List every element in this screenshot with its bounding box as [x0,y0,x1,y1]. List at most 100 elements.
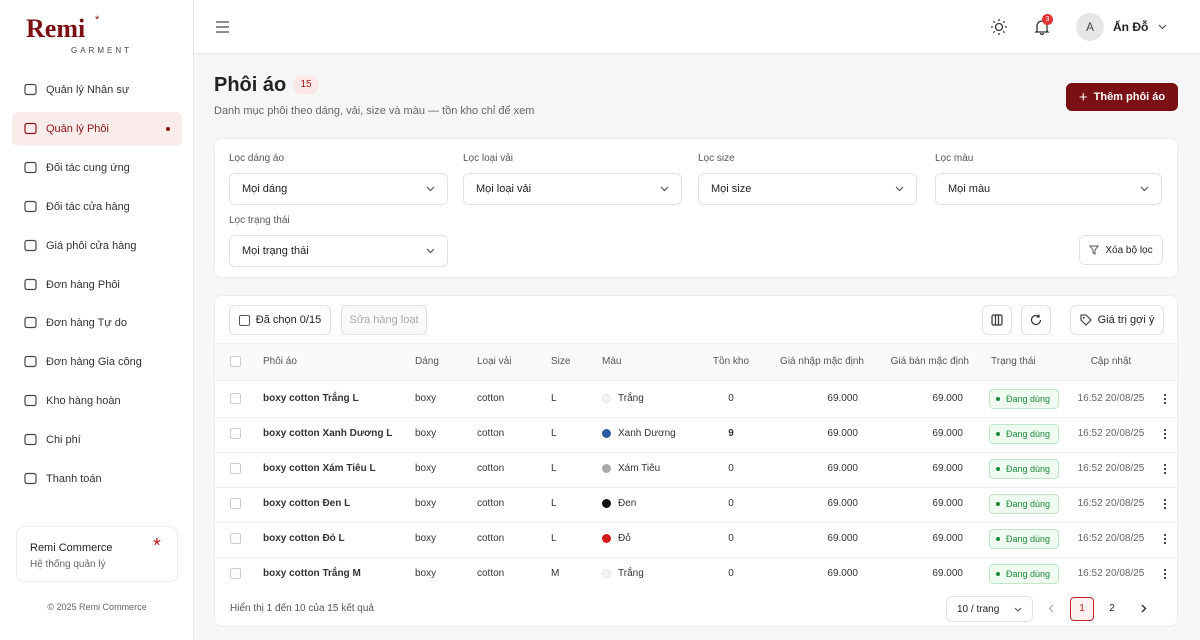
filter-value: Mọi màu [948,183,991,195]
cell-buy: 69.000 [827,463,858,474]
status-badge: Đang dùng [989,459,1060,479]
theme-toggle[interactable] [991,19,1007,35]
row-checkbox[interactable] [230,568,241,579]
menu-dot [1163,393,1167,397]
menu-dot [1163,467,1167,471]
columns-button[interactable] [982,305,1012,335]
company-card: Remi Commerce * Hệ thống quản lý [16,526,178,582]
cell-size: L [551,498,557,509]
filter-card: Lọc dáng áo Mọi dáng Lọc loại vải Mọi loại … [214,138,1178,278]
select-all-toggle[interactable]: Đã chọn 0/15 [229,305,331,335]
nav-item[interactable]: Đơn hàng Phôi [12,268,182,302]
row-menu[interactable] [1163,498,1167,510]
status-badge: Đang dùng [989,389,1060,409]
pagination-summary: Hiển thị 1 đến 10 của 15 kết quả [230,603,374,614]
nav-item[interactable]: Quản lý Nhân sự [12,73,182,107]
brand-name: Remi [26,14,86,43]
row-checkbox[interactable] [230,463,241,474]
nav-item[interactable]: Kho hàng hoàn [12,384,182,418]
filter-label: Lọc size [698,153,735,164]
cell-sell: 69.000 [932,533,963,544]
filter-select[interactable]: Mọi trạng thái [229,235,448,267]
nav-icon-shape [24,395,37,407]
count-badge: 15 [293,76,319,94]
brand-sub: GARMENT [71,46,132,55]
caret-path [660,186,669,192]
clear-filters[interactable]: Xóa bộ lọc [1079,235,1163,265]
nav-item[interactable]: Chi phí [12,423,182,457]
status-dot [996,467,1000,471]
color-swatch [602,499,611,508]
cell-shape: boxy [415,498,437,509]
filter-select[interactable]: Mọi size [698,173,917,205]
column-header: Giá bán mặc định [890,356,969,367]
status-dot [996,397,1000,401]
cell-name: boxy cotton Trắng M [263,568,361,579]
user-menu-caret[interactable] [1158,24,1167,30]
row-divider [215,557,1177,558]
row-checkbox[interactable] [230,498,241,509]
status-dot [996,572,1000,576]
cell-size: L [551,533,557,544]
filter-select[interactable]: Mọi loại vải [463,173,682,205]
cell-name: boxy cotton Xám Tiêu L [263,463,376,474]
suggest-button[interactable]: Giá trị gợi ý [1070,305,1164,335]
row-checkbox[interactable] [230,393,241,404]
nav-item[interactable]: Quản lý Phôi [12,111,182,146]
tag-icon [1080,314,1092,326]
page-subtitle: Danh mục phôi theo dáng, vải, size và mà… [214,105,535,117]
bulk-edit[interactable]: Sửa hàng loạt [341,305,427,335]
cell-stock: 0 [728,498,734,509]
page-button[interactable]: 2 [1109,603,1115,614]
row-checkbox[interactable] [230,428,241,439]
cell-updated: 16:52 20/08/25 [1077,568,1145,579]
clear-filters-label: Xóa bộ lọc [1105,244,1153,256]
page-button[interactable]: 1 [1070,597,1094,621]
nav-item[interactable]: Đối tác cửa hàng [12,190,182,224]
row-menu[interactable] [1163,568,1167,580]
cell-fabric: cotton [477,533,505,544]
bulk-edit-label: Sửa hàng loạt [349,314,419,326]
status-dot [996,502,1000,506]
status-label: Đang dùng [1006,499,1051,509]
add-button[interactable]: + Thêm phôi áo [1066,83,1178,111]
brand-mark: * [95,14,100,26]
nav-icon [24,317,37,329]
filter-select[interactable]: Mọi màu [935,173,1162,205]
cell-buy: 69.000 [827,498,858,509]
row-menu[interactable] [1163,463,1167,475]
avatar[interactable]: A [1076,13,1104,41]
nav-item[interactable]: Đơn hàng Tự do [12,306,182,340]
menu-toggle[interactable] [215,20,231,34]
row-checkbox[interactable] [230,533,241,544]
prev-page[interactable] [1048,604,1054,613]
page-title: Phôi áo [214,74,287,96]
cell-shape: boxy [415,463,437,474]
page-size[interactable]: 10 / trang [946,596,1033,622]
row-menu[interactable] [1163,393,1167,405]
status-label: Đang dùng [1006,569,1051,579]
refresh-button[interactable] [1021,305,1051,335]
column-header: Size [551,356,571,367]
nav-label: Quản lý Phôi [46,122,109,135]
menu-dot [1163,502,1167,506]
row-menu[interactable] [1163,428,1167,440]
nav-label: Kho hàng hoàn [46,395,121,408]
menu-dot [1163,506,1167,510]
color-swatch [602,569,611,578]
nav-label: Quản lý Nhân sự [46,84,130,96]
cell-size: L [551,428,557,439]
nav-item[interactable]: Đối tác cung ứng [12,151,182,185]
nav-label: Thanh toán [46,473,102,485]
row-menu[interactable] [1163,533,1167,545]
nav-item[interactable]: Giá phôi cửa hàng [12,229,182,263]
filter-select[interactable]: Mọi dáng [229,173,448,205]
nav-item[interactable]: Đơn hàng Gia công [12,345,182,379]
column-header: Trạng thái [991,356,1036,367]
user-name[interactable]: Ấn Đỗ [1113,20,1149,34]
next-page[interactable] [1141,604,1147,613]
cell-stock: 0 [728,463,734,474]
color-swatch [602,534,611,543]
cell-color: Xám Tiêu [618,463,661,474]
nav-item[interactable]: Thanh toán [12,462,182,496]
